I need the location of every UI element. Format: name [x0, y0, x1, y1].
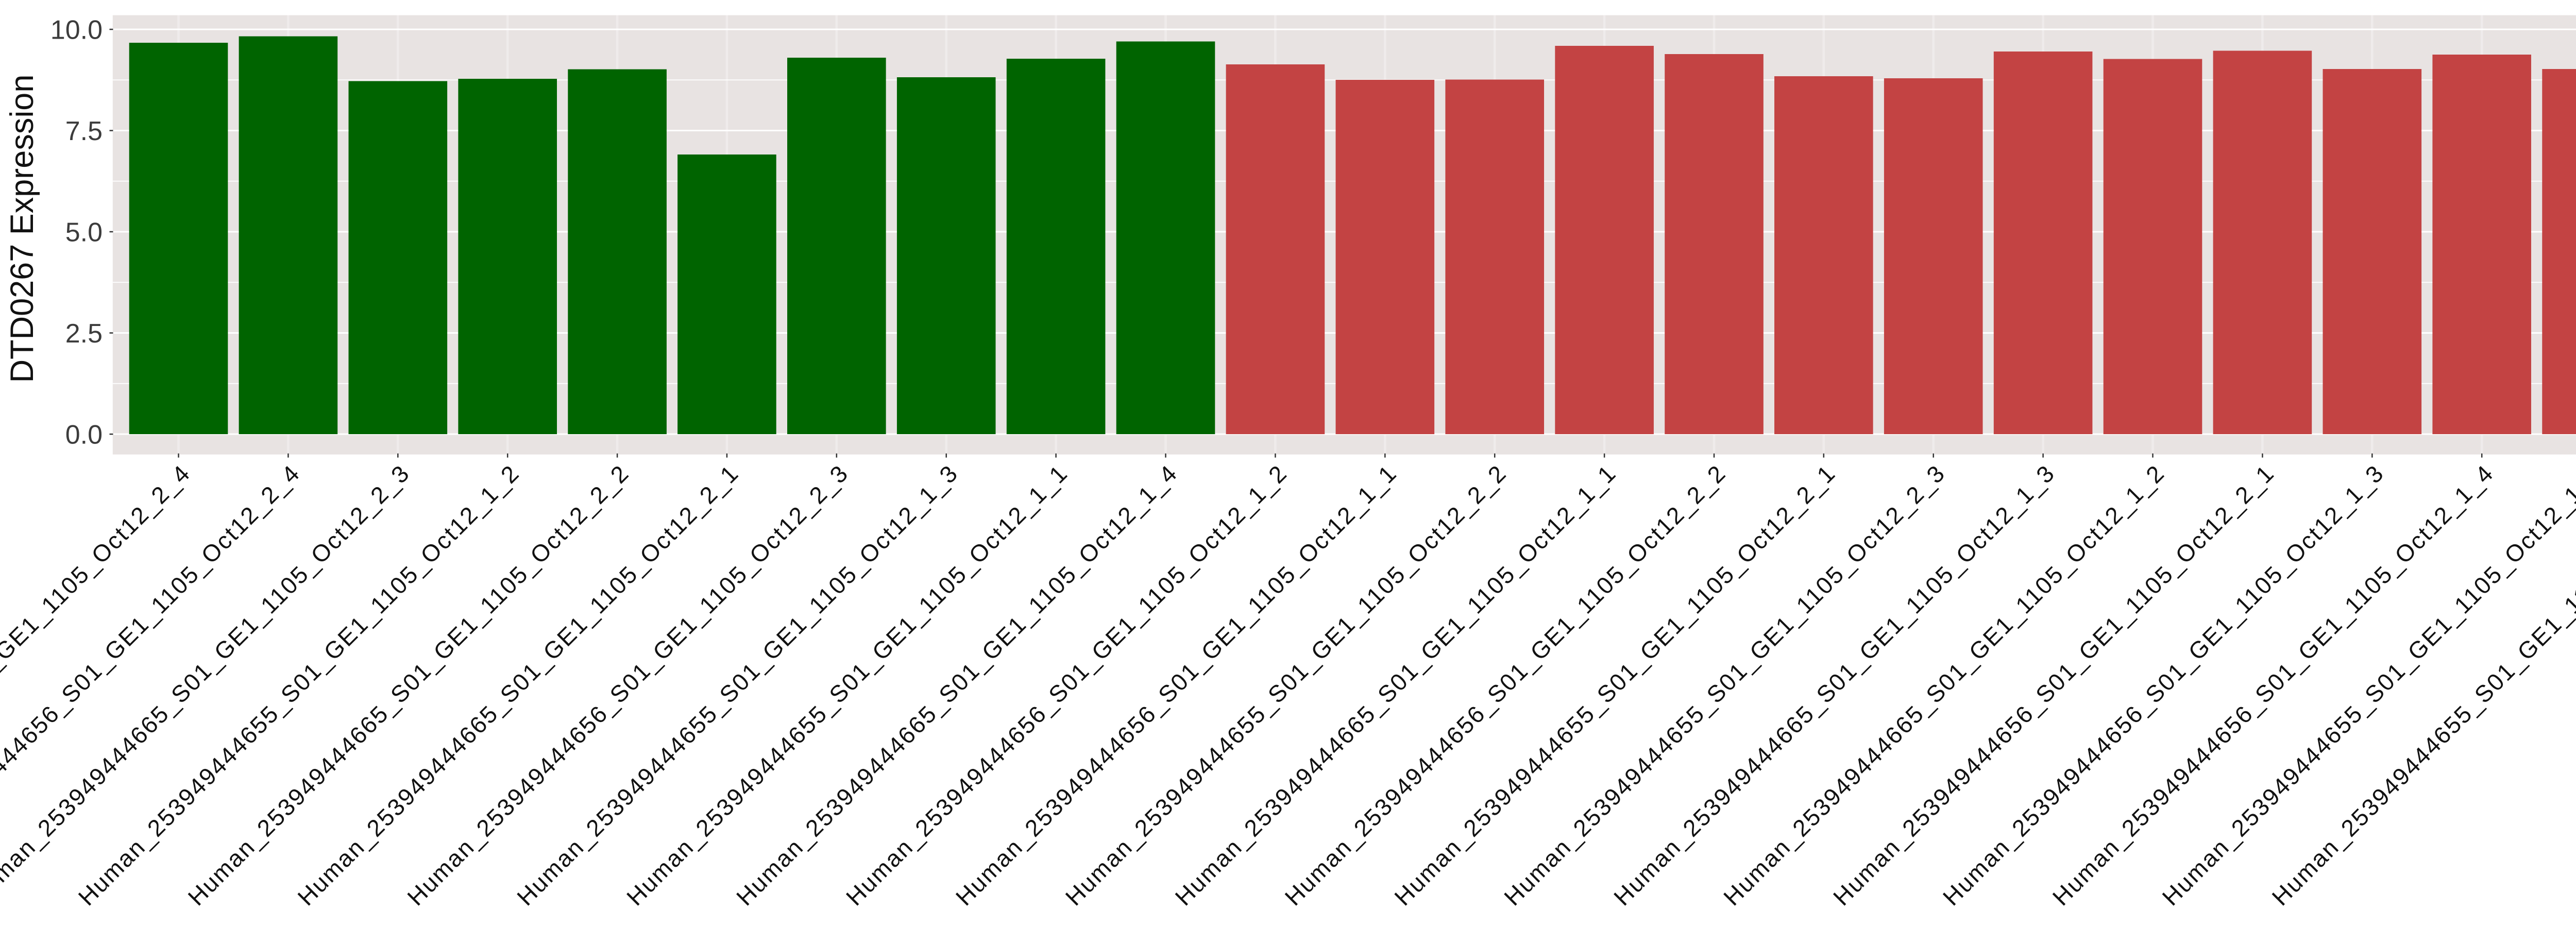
svg-text:7.5: 7.5	[65, 116, 103, 146]
svg-text:10.0: 10.0	[50, 15, 103, 45]
svg-text:5.0: 5.0	[65, 218, 103, 248]
svg-text:0.0: 0.0	[65, 420, 103, 450]
svg-text:DTD0267 Expression: DTD0267 Expression	[4, 75, 40, 383]
svg-text:2.5: 2.5	[65, 319, 103, 349]
